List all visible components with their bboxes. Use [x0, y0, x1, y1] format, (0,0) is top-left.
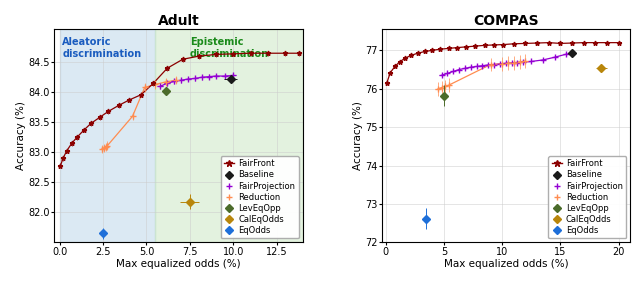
X-axis label: Max equalized odds (%): Max equalized odds (%) — [444, 259, 568, 269]
Text: Aleatoric
discrimination: Aleatoric discrimination — [62, 37, 141, 59]
Legend: FairFront, Baseline, FairProjection, Reduction, LevEqOpp, CalEqOdds, EqOdds: FairFront, Baseline, FairProjection, Red… — [548, 156, 626, 238]
Bar — [60, 29, 155, 242]
X-axis label: Max equalized odds (%): Max equalized odds (%) — [116, 259, 241, 269]
Text: Epistemic
discrimination: Epistemic discrimination — [190, 37, 269, 59]
Y-axis label: Accuracy (%): Accuracy (%) — [353, 101, 363, 170]
Legend: FairFront, Baseline, FairProjection, Reduction, LevEqOpp, CalEqOdds, EqOdds: FairFront, Baseline, FairProjection, Red… — [221, 156, 298, 238]
Title: Adult: Adult — [157, 14, 200, 28]
Y-axis label: Accuracy (%): Accuracy (%) — [16, 101, 26, 170]
Bar — [155, 29, 303, 242]
Title: COMPAS: COMPAS — [474, 14, 539, 28]
